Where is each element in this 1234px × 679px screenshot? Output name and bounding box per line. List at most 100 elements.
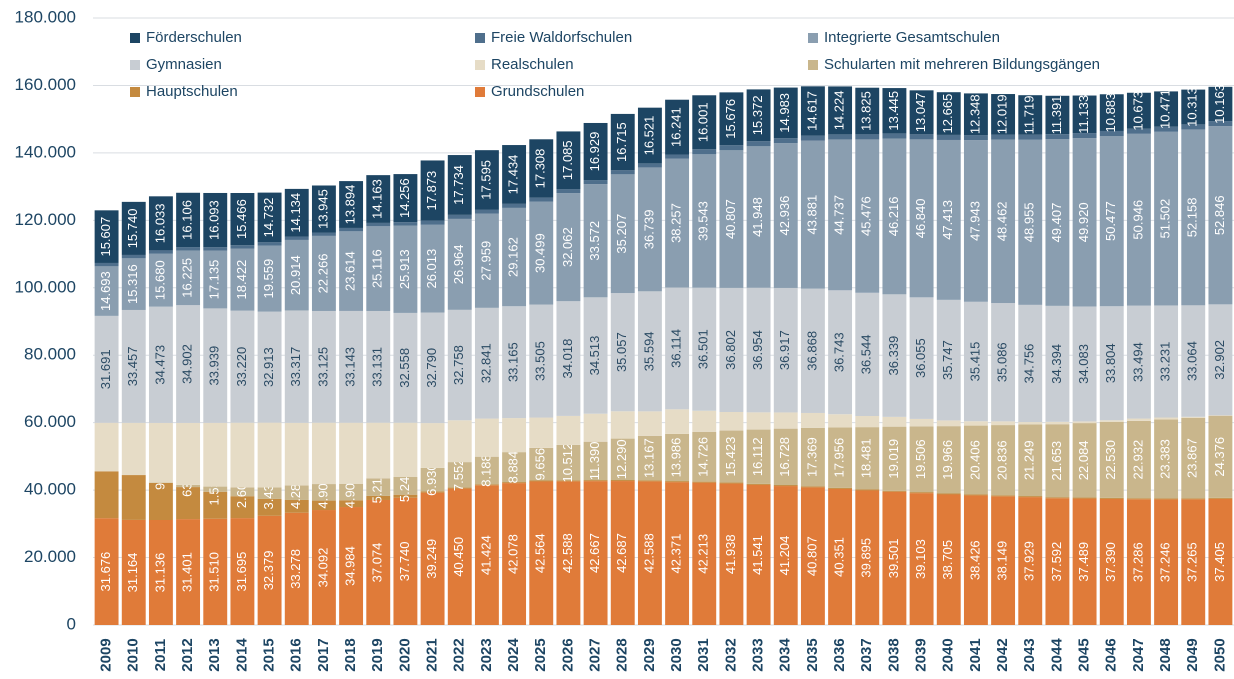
bar-segment <box>230 192 255 246</box>
data-label: 36.739 <box>641 209 656 249</box>
bar-segment <box>1208 86 1233 122</box>
bar-segment <box>366 222 391 227</box>
bar-segment <box>963 425 988 495</box>
data-label: 42.667 <box>587 533 602 573</box>
data-label: 50.477 <box>1103 201 1118 241</box>
x-tick-label: 2038 <box>885 638 902 671</box>
data-label: 46.840 <box>913 198 928 238</box>
bar-segment <box>665 154 690 159</box>
data-label: 34.756 <box>1022 344 1037 384</box>
data-label: 18.481 <box>859 438 874 478</box>
bar-segment <box>692 481 717 483</box>
bar-segment <box>420 467 445 492</box>
data-label: 23.867 <box>1185 438 1200 478</box>
x-tick-label: 2018 <box>342 638 359 671</box>
bar-segment <box>963 135 988 141</box>
bar-segment <box>882 88 907 134</box>
y-tick-label: 20.000 <box>24 547 76 566</box>
x-tick-label: 2014 <box>233 638 250 672</box>
bar-segment <box>800 288 825 413</box>
bar-segment <box>94 422 119 472</box>
data-label: 13.167 <box>641 438 656 478</box>
bar-segment <box>746 89 771 142</box>
legend-swatch <box>475 33 485 43</box>
x-tick-label: 2047 <box>1130 638 1147 671</box>
bar-segment <box>909 418 934 427</box>
bar-segment <box>339 483 364 501</box>
data-label: 19.559 <box>261 259 276 299</box>
data-label: 37.246 <box>1158 542 1173 582</box>
bar-segment <box>773 486 798 625</box>
bar-segment <box>610 411 635 439</box>
x-tick-label: 2043 <box>1021 638 1038 671</box>
bar-segment <box>284 422 309 486</box>
bar-segment <box>665 287 690 410</box>
bar-segment <box>311 185 336 233</box>
bar-segment <box>230 487 255 497</box>
data-label: 36.055 <box>913 338 928 378</box>
bar-segment <box>692 149 717 155</box>
bar-segment <box>94 262 119 267</box>
bar-segment <box>393 312 418 423</box>
legend-label: Grundschulen <box>491 83 584 100</box>
bar-segment <box>828 414 853 428</box>
bar-segment <box>230 248 255 311</box>
bar-segment <box>148 306 173 423</box>
bar-segment <box>637 481 662 625</box>
data-label: 52.846 <box>1212 195 1227 235</box>
bar-segment <box>366 495 391 500</box>
bar-segment <box>556 480 581 482</box>
data-label: 12.290 <box>614 439 629 479</box>
bar-segment <box>773 287 798 413</box>
data-label: 42.936 <box>777 196 792 236</box>
bar-segment <box>148 196 173 251</box>
data-label: 39.895 <box>859 538 874 578</box>
bar-segment <box>1018 422 1043 425</box>
bar-segment <box>1126 133 1151 306</box>
x-tick-label: 2037 <box>858 638 875 671</box>
bar-segment <box>583 122 608 181</box>
bar-segment <box>1018 497 1043 625</box>
bar-segment <box>719 412 744 431</box>
data-label: 14.163 <box>370 179 385 219</box>
bar-segment <box>1045 421 1070 425</box>
bar-segment <box>746 484 771 625</box>
data-label: 10.163 <box>1212 84 1227 124</box>
data-label: 37.929 <box>1022 541 1037 581</box>
data-label: 9.656 <box>533 448 548 481</box>
bar-segment <box>1018 139 1043 305</box>
bar-segment <box>855 489 880 491</box>
bar-segment <box>909 426 934 493</box>
data-label: 35.594 <box>641 331 656 371</box>
bar-segment <box>447 462 472 488</box>
bar-segment <box>393 222 418 226</box>
data-label: 47.943 <box>967 201 982 241</box>
data-label: 42.588 <box>560 533 575 573</box>
data-label: 33.804 <box>1103 343 1118 383</box>
bar-segment <box>855 134 880 140</box>
bar-segment <box>692 482 717 625</box>
bar-segment <box>991 496 1016 625</box>
data-label: 50.946 <box>1130 200 1145 240</box>
x-tick-label: 2012 <box>179 638 196 671</box>
x-tick-label: 2032 <box>722 638 739 671</box>
bar-segment <box>1126 128 1151 134</box>
bar-segment <box>176 305 201 423</box>
bar-segment <box>502 145 527 204</box>
bar-segment <box>1154 417 1179 420</box>
bar-segment <box>1099 497 1124 499</box>
bar-segment <box>909 134 934 140</box>
bar-segment <box>339 310 364 423</box>
data-label: 4.903 <box>315 476 330 509</box>
x-tick-label: 2013 <box>206 638 223 671</box>
x-tick-label: 2049 <box>1184 638 1201 671</box>
data-label: 34.513 <box>587 336 602 376</box>
data-label: 40.351 <box>832 537 847 577</box>
data-label: 52.158 <box>1185 197 1200 237</box>
data-label: 10.673 <box>1130 91 1145 131</box>
bar-segment <box>1018 95 1043 135</box>
legend-label: Freie Waldorfschulen <box>491 29 632 46</box>
bar-segment <box>529 417 554 448</box>
bar-segment <box>502 482 527 484</box>
bar-segment <box>556 415 581 445</box>
